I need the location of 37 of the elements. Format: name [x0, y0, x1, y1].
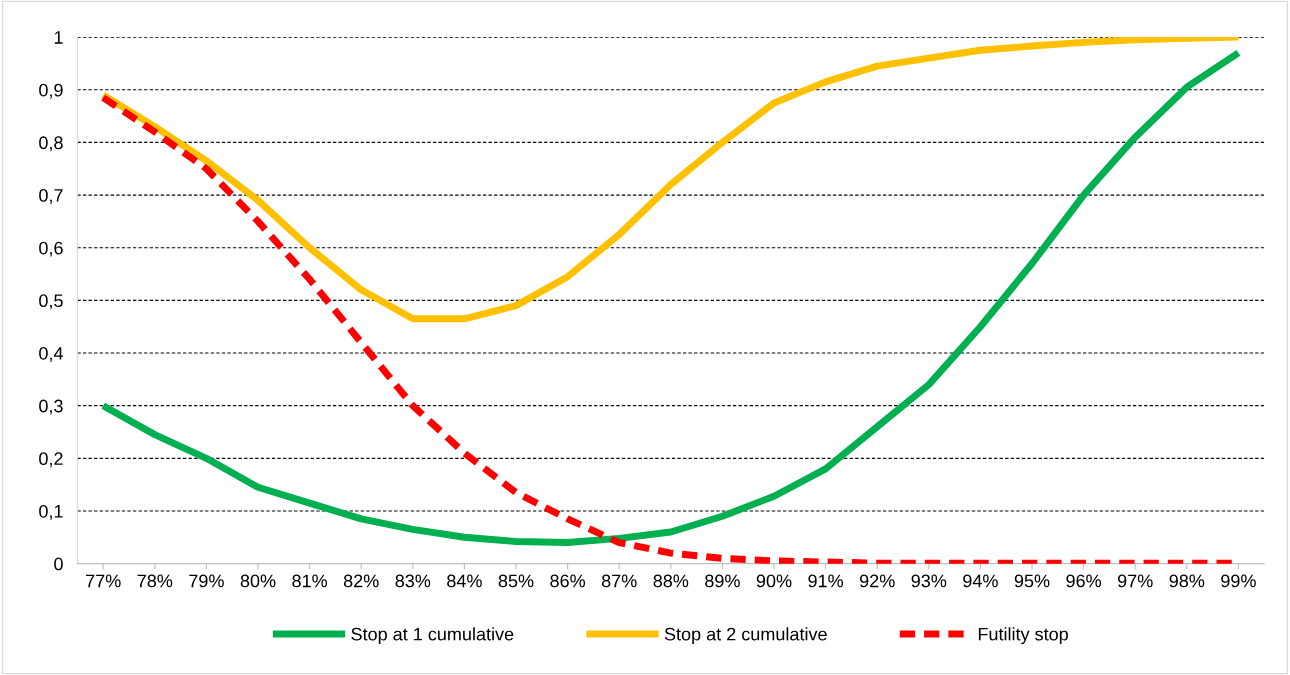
x-tick-label: 81%	[292, 574, 328, 588]
legend-label: Futility stop	[978, 627, 1068, 645]
x-tick-label: 84%	[447, 574, 482, 588]
y-tick-label: 0,3	[39, 399, 63, 415]
x-tick-label: 88%	[653, 574, 689, 588]
x-tick-label: 93%	[911, 574, 947, 588]
x-tick-label: 82%	[343, 574, 379, 588]
y-tick-label: 1	[54, 31, 63, 44]
y-tick-label: 0	[54, 557, 63, 571]
x-tick-label: 96%	[1066, 574, 1102, 588]
y-tick-label: 0,6	[39, 241, 63, 257]
legend-label: Stop at 2 cumulative	[664, 627, 827, 645]
y-tick-label: 0,7	[39, 189, 63, 204]
legend-label: Stop at 1 cumulative	[351, 627, 514, 645]
y-tick-label: 0,1	[39, 504, 63, 520]
x-tick-label: 78%	[137, 574, 173, 588]
x-tick-label: 91%	[808, 574, 844, 588]
x-tick-label: 77%	[86, 574, 121, 588]
x-tick-label: 97%	[1117, 574, 1153, 588]
x-tick-label: 80%	[240, 574, 276, 588]
x-tick-label: 89%	[705, 574, 740, 588]
y-tick-label: 0,9	[39, 83, 63, 99]
x-tick-label: 99%	[1221, 574, 1256, 588]
x-tick-label: 92%	[859, 574, 895, 588]
y-tick-label: 0,4	[39, 346, 63, 362]
x-tick-label: 90%	[756, 574, 792, 588]
x-tick-label: 79%	[189, 574, 224, 588]
x-tick-label: 87%	[601, 574, 637, 588]
x-tick-label: 85%	[498, 574, 534, 588]
x-tick-label: 94%	[963, 574, 998, 588]
y-tick-label: 0,5	[39, 294, 63, 310]
x-tick-label: 98%	[1169, 574, 1205, 588]
y-tick-label: 0,2	[39, 452, 63, 468]
x-tick-label: 86%	[550, 574, 586, 588]
y-tick-label: 0,8	[39, 136, 63, 152]
x-tick-label: 95%	[1014, 574, 1050, 588]
x-tick-label: 83%	[395, 574, 431, 588]
